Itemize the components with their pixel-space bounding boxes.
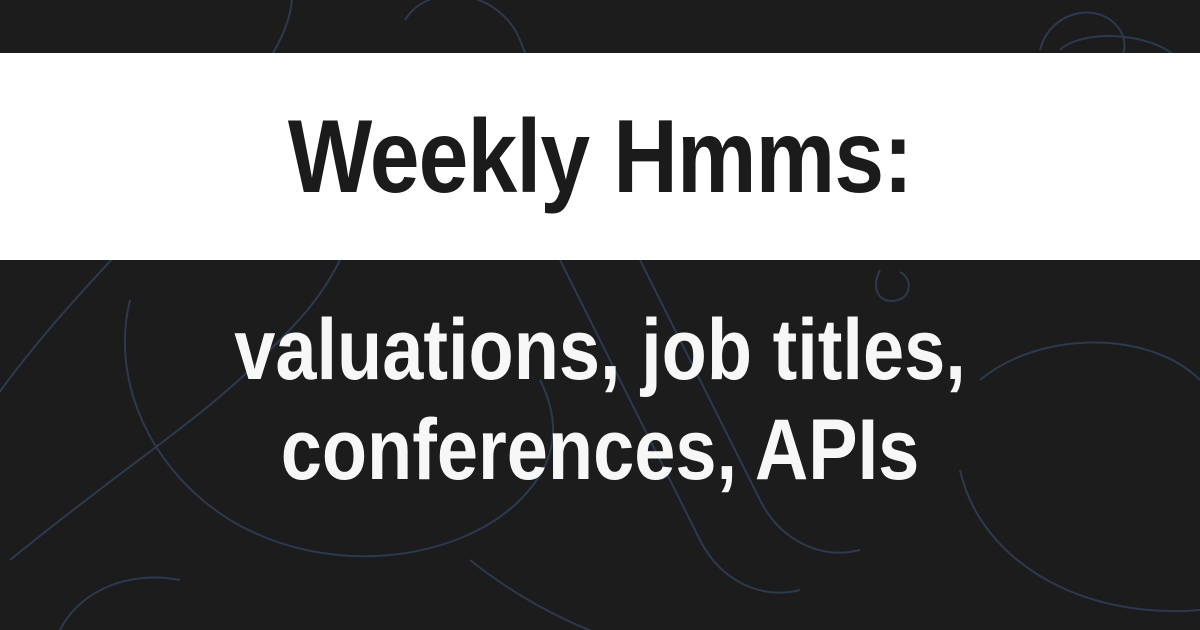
- subtitle: valuations, job titles, conferences, API…: [84, 300, 1116, 500]
- subtitle-line-1: valuations, job titles,: [234, 302, 966, 398]
- pattern-small-loop: [875, 269, 910, 302]
- title-band: Weekly Hmms:: [0, 53, 1200, 260]
- pattern-diagonal-band-1: [559, 259, 801, 594]
- pattern-diagonal-band-2: [639, 259, 861, 554]
- subtitle-line-2: conferences, APIs: [280, 402, 920, 498]
- pattern-ring-right: [979, 341, 1200, 381]
- page-title: Weekly Hmms:: [287, 98, 913, 215]
- pattern-bottom-left-arc: [59, 576, 181, 630]
- pattern-bottom-blob: [469, 559, 593, 630]
- pattern-loop-center: [123, 299, 555, 558]
- pattern-swirl-top-right-2: [1059, 35, 1181, 61]
- pattern-ring-right-lower: [959, 469, 1200, 613]
- pattern-curve-left-lower: [9, 259, 341, 561]
